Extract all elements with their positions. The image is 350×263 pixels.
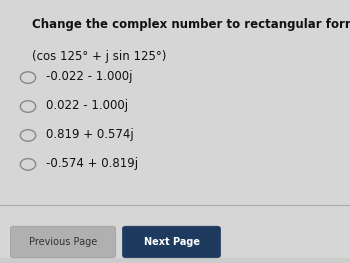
Text: 0.819 + 0.574j: 0.819 + 0.574j bbox=[46, 128, 133, 141]
Text: Change the complex number to rectangular form.: Change the complex number to rectangular… bbox=[32, 18, 350, 31]
Text: Next Page: Next Page bbox=[144, 237, 200, 247]
Text: (cos 125° + j sin 125°): (cos 125° + j sin 125°) bbox=[32, 50, 166, 63]
Text: -0.574 + 0.819j: -0.574 + 0.819j bbox=[46, 156, 138, 170]
Text: -0.022 - 1.000j: -0.022 - 1.000j bbox=[46, 70, 132, 83]
FancyBboxPatch shape bbox=[10, 226, 116, 258]
Text: Previous Page: Previous Page bbox=[29, 237, 97, 247]
FancyBboxPatch shape bbox=[0, 258, 350, 263]
FancyBboxPatch shape bbox=[122, 226, 220, 258]
Text: 0.022 - 1.000j: 0.022 - 1.000j bbox=[46, 99, 128, 112]
